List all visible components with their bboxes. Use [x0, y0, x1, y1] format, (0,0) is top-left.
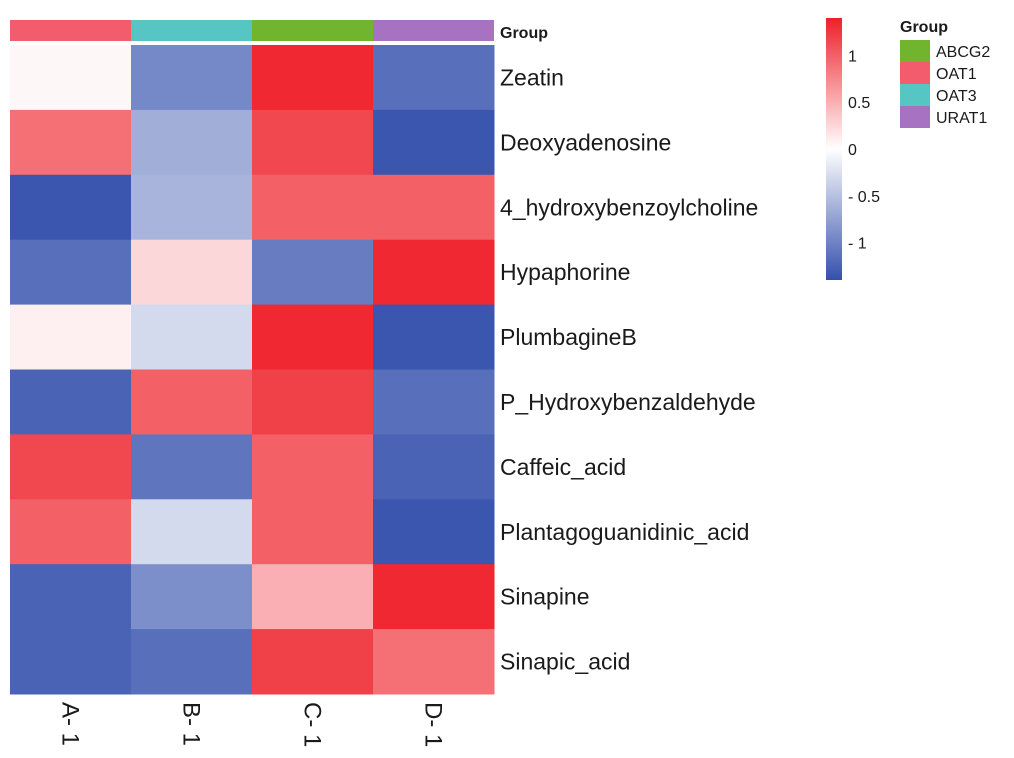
group-legend: ABCG2 OAT1 OAT3 URAT1	[900, 40, 990, 128]
heatmap-cell	[131, 629, 253, 695]
row-labels: Zeatin Deoxyadenosine 4_hydroxybenzoylchol…	[500, 64, 758, 674]
colorbar-tick-label: 1	[848, 48, 857, 65]
heatmap-cell	[10, 499, 132, 565]
legend-label: ABCG2	[936, 44, 990, 61]
heatmap-cell	[252, 239, 374, 306]
heatmap-cell	[131, 45, 253, 111]
colorbar-tick-label: - 1	[848, 236, 867, 253]
row-label: Deoxyadenosine	[500, 129, 671, 155]
heatmap-cell	[10, 369, 132, 435]
row-label: Zeatin	[500, 64, 564, 90]
legend-swatch	[900, 106, 930, 128]
heatmap-cell	[10, 45, 132, 111]
heatmap-cell	[131, 564, 253, 630]
heatmap-cell	[373, 174, 495, 241]
column-label: A- 1	[57, 702, 84, 746]
row-label: Caffeic_acid	[500, 454, 626, 480]
row-label: P_Hydroxybenzaldehyde	[500, 389, 756, 415]
colorbar-ticks: 1 0.5 0 - 0.5 - 1	[848, 48, 880, 252]
heatmap-cell	[373, 45, 495, 111]
heatmap-cell	[10, 304, 132, 370]
colorbar-tick-label: 0	[848, 142, 857, 159]
heatmap-cell	[10, 174, 132, 241]
group-annotation-cell	[131, 20, 252, 41]
heatmap-cell	[373, 304, 495, 370]
heatmap-cell	[252, 45, 374, 111]
row-label: Sinapic_acid	[500, 649, 630, 675]
heatmap-cell	[252, 499, 374, 565]
heatmap-cells	[10, 45, 495, 695]
heatmap-cell	[252, 109, 374, 176]
heatmap-cell	[10, 564, 132, 630]
heatmap-cell	[10, 239, 132, 306]
heatmap-cell	[252, 369, 374, 435]
group-annotation-cell	[10, 20, 131, 41]
heatmap-cell	[373, 564, 495, 630]
heatmap-cell	[131, 304, 253, 370]
heatmap-cell	[373, 434, 495, 500]
heatmap-cell	[373, 369, 495, 435]
colorbar-tick-label: 0.5	[848, 95, 870, 112]
heatmap-cell	[10, 629, 132, 695]
legend-swatch	[900, 84, 930, 106]
heatmap-cell	[252, 174, 374, 241]
heatmap-cell	[373, 499, 495, 565]
group-annotation-bar	[10, 20, 494, 41]
group-annotation-cell	[252, 20, 373, 41]
heatmap-cell	[373, 239, 495, 306]
heatmap-cell	[131, 239, 253, 306]
heatmap-cell	[373, 109, 495, 176]
heatmap-cell	[373, 629, 495, 695]
legend-swatch	[900, 62, 930, 84]
group-annotation-title: Group	[500, 25, 548, 42]
heatmap-cell	[10, 109, 132, 176]
heatmap-cell	[252, 304, 374, 370]
legend-label: OAT1	[936, 66, 977, 83]
legend-label: URAT1	[936, 110, 987, 127]
row-label: Sinapine	[500, 584, 590, 610]
heatmap-cell	[10, 434, 132, 500]
heatmap-cell	[131, 499, 253, 565]
column-label: C- 1	[299, 702, 326, 747]
legend-swatch	[900, 40, 930, 62]
heatmap-cell	[252, 434, 374, 500]
column-labels: A- 1 B- 1 C- 1 D- 1	[57, 702, 447, 747]
heatmap-cell	[131, 434, 253, 500]
row-label: Hypaphorine	[500, 259, 630, 285]
heatmap-cell	[131, 174, 253, 241]
column-label: B- 1	[178, 702, 205, 746]
heatmap-cell	[131, 369, 253, 435]
legend-title: Group	[900, 19, 948, 36]
heatmap-cell	[252, 629, 374, 695]
heatmap-cell	[131, 109, 253, 176]
column-label: D- 1	[420, 702, 447, 747]
row-label: Plantagoguanidinic_acid	[500, 519, 749, 545]
heatmap-cell	[252, 564, 374, 630]
colorbar	[826, 18, 842, 280]
colorbar-tick-label: - 0.5	[848, 189, 880, 206]
row-label: PlumbagineB	[500, 324, 637, 350]
group-annotation-cell	[373, 20, 494, 41]
row-label: 4_hydroxybenzoylcholine	[500, 194, 758, 220]
legend-label: OAT3	[936, 88, 977, 105]
